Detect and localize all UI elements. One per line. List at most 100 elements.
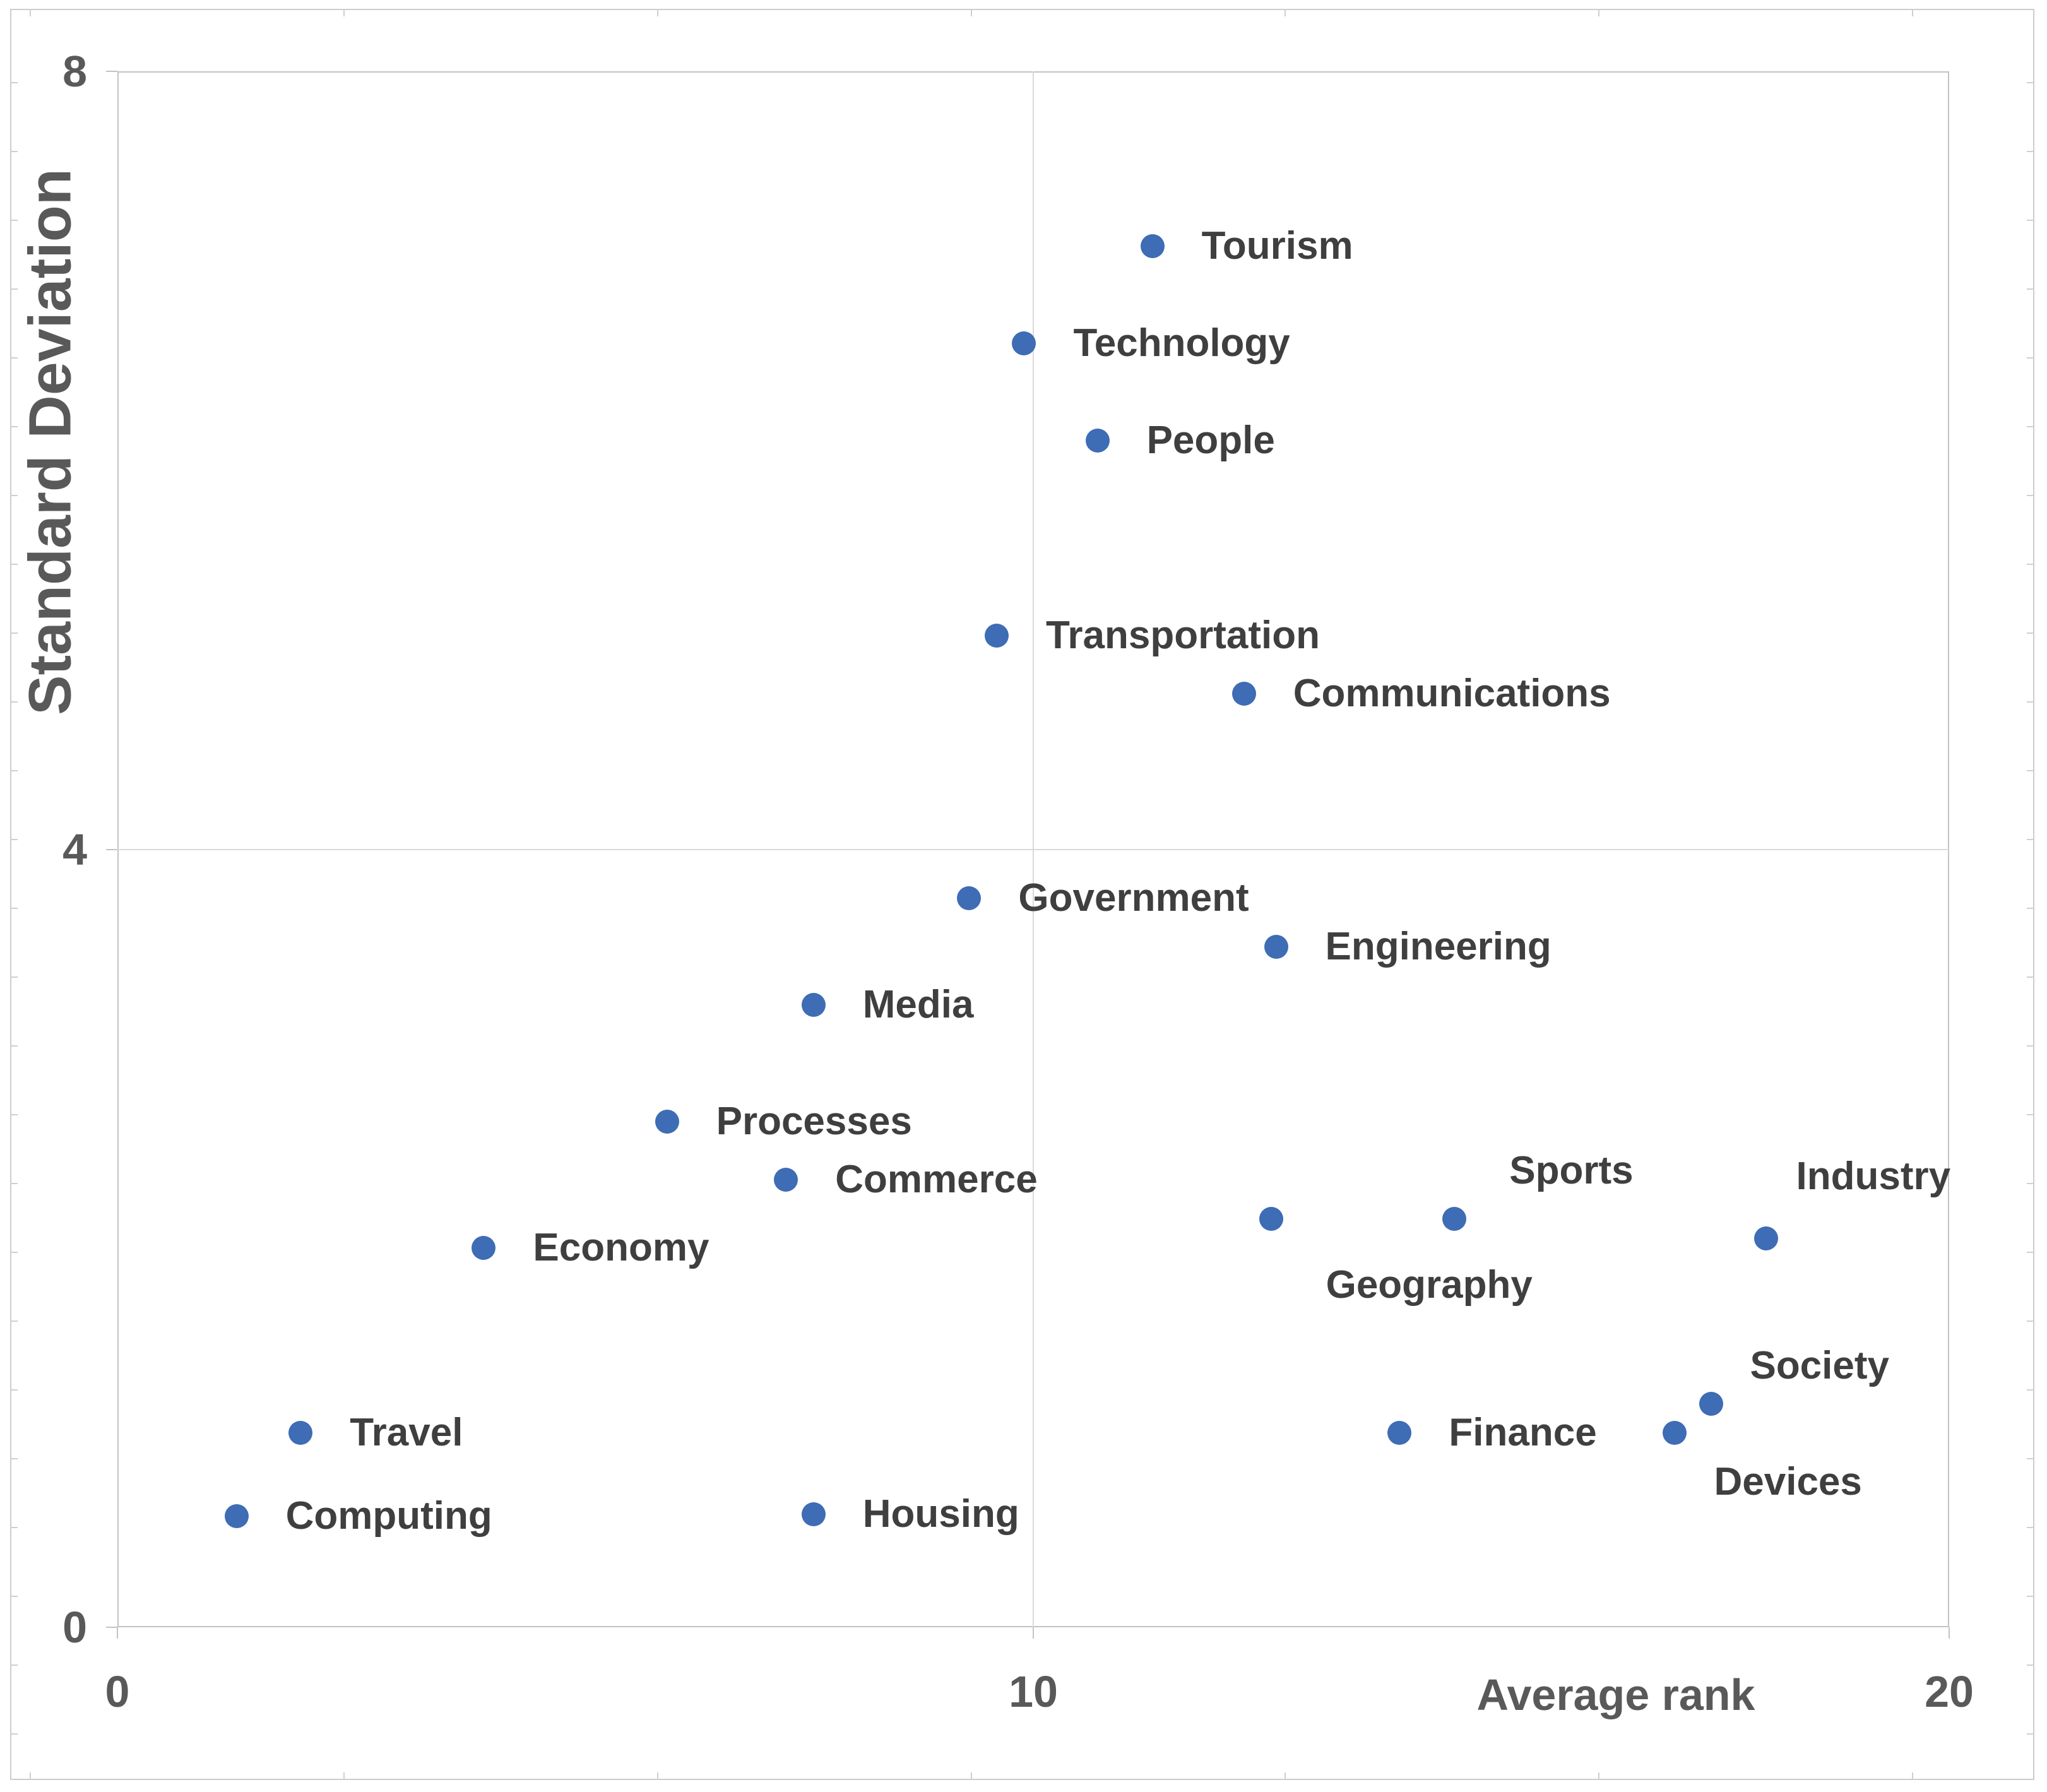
data-point-label: Engineering [1325,924,1552,968]
frame-tick [2027,908,2034,909]
data-point-label: Processes [716,1099,912,1143]
data-point [1012,331,1036,356]
frame-tick [10,1596,18,1597]
y-tick-label: 0 [62,1603,87,1652]
frame-tick [2027,288,2034,290]
frame-tick [10,564,18,565]
data-point [1231,682,1256,706]
data-point [1140,234,1165,259]
x-axis-tick [117,1627,118,1639]
frame-tick [10,839,18,840]
frame-tick [2027,1252,2034,1253]
data-point [1662,1420,1687,1445]
data-point-label: People [1146,418,1275,463]
x-axis-title: Average rank [1476,1670,1755,1719]
data-point [472,1236,496,1261]
data-point [288,1420,313,1445]
frame-tick [10,151,18,152]
frame-tick [2027,1389,2034,1391]
x-axis-tick [1033,1627,1034,1639]
frame-tick [1598,9,1599,16]
frame-tick [10,1458,18,1459]
frame-tick [2027,701,2034,703]
frame-tick [30,1772,31,1780]
frame-tick [343,1772,345,1780]
frame-tick [2027,1114,2034,1115]
data-point-label: Finance [1449,1410,1597,1454]
x-tick-label: 20 [1925,1667,1974,1716]
frame-tick [2027,1045,2034,1047]
y-tick-label: 8 [62,47,87,96]
data-point [655,1109,679,1134]
frame-tick [10,220,18,221]
frame-tick [657,1772,658,1780]
frame-tick [2027,770,2034,771]
y-axis-tick [106,848,117,850]
data-point-label: Communications [1293,671,1611,715]
y-axis-tick [106,71,117,72]
frame-tick [2027,839,2034,840]
data-point-label: Sports [1509,1148,1634,1192]
data-point [1264,934,1288,959]
frame-tick [2027,151,2034,152]
frame-tick [2027,632,2034,634]
x-axis-tick [1949,1627,1950,1639]
frame-tick [10,1114,18,1115]
frame-tick [2027,1664,2034,1666]
data-point [774,1168,798,1192]
data-point [801,993,826,1017]
data-point [984,623,1009,648]
frame-tick [2027,1458,2034,1459]
chart-outer-frame [10,9,2034,1780]
frame-tick [10,976,18,978]
frame-tick [10,1252,18,1253]
frame-tick [10,1183,18,1184]
frame-tick [10,357,18,359]
horizontal-gridline [117,848,1949,850]
data-point [1442,1206,1467,1231]
frame-tick [2027,1596,2034,1597]
frame-tick [10,1389,18,1391]
data-point [1387,1420,1412,1445]
data-point-label: Housing [862,1492,1019,1536]
frame-tick [10,426,18,427]
frame-tick [657,9,658,16]
frame-tick [2027,426,2034,427]
frame-tick [10,288,18,290]
x-tick-label: 0 [105,1667,130,1716]
frame-tick [10,1664,18,1666]
data-point-label: Media [862,982,974,1026]
frame-tick [1598,1772,1599,1780]
data-point-label: Economy [533,1226,709,1270]
data-point-label: Transportation [1045,613,1320,657]
frame-tick [10,82,18,83]
frame-tick [2027,1183,2034,1184]
data-point-label: Devices [1714,1459,1862,1504]
y-axis-tick [106,1627,117,1628]
data-point [224,1504,249,1529]
data-point-label: Travel [350,1410,463,1454]
data-point-label: Technology [1073,321,1290,365]
frame-tick [2027,495,2034,496]
frame-tick [10,701,18,703]
frame-tick [2027,1733,2034,1735]
frame-tick [10,1320,18,1322]
frame-tick [10,1733,18,1735]
data-point-label: Computing [285,1494,492,1538]
frame-tick [1912,1772,1913,1780]
y-tick-label: 4 [62,824,87,874]
data-point-label: Government [1018,875,1249,920]
frame-tick [30,9,31,16]
data-point-label: Commerce [835,1158,1038,1202]
data-point-label: Geography [1326,1262,1533,1307]
data-point-label: Society [1750,1343,1890,1387]
data-point [1259,1206,1284,1231]
frame-tick [10,908,18,909]
frame-tick [10,770,18,771]
frame-tick [2027,1320,2034,1322]
frame-tick [1285,9,1286,16]
frame-tick [343,9,345,16]
frame-tick [2027,564,2034,565]
frame-tick [971,9,972,16]
frame-tick [10,1045,18,1047]
